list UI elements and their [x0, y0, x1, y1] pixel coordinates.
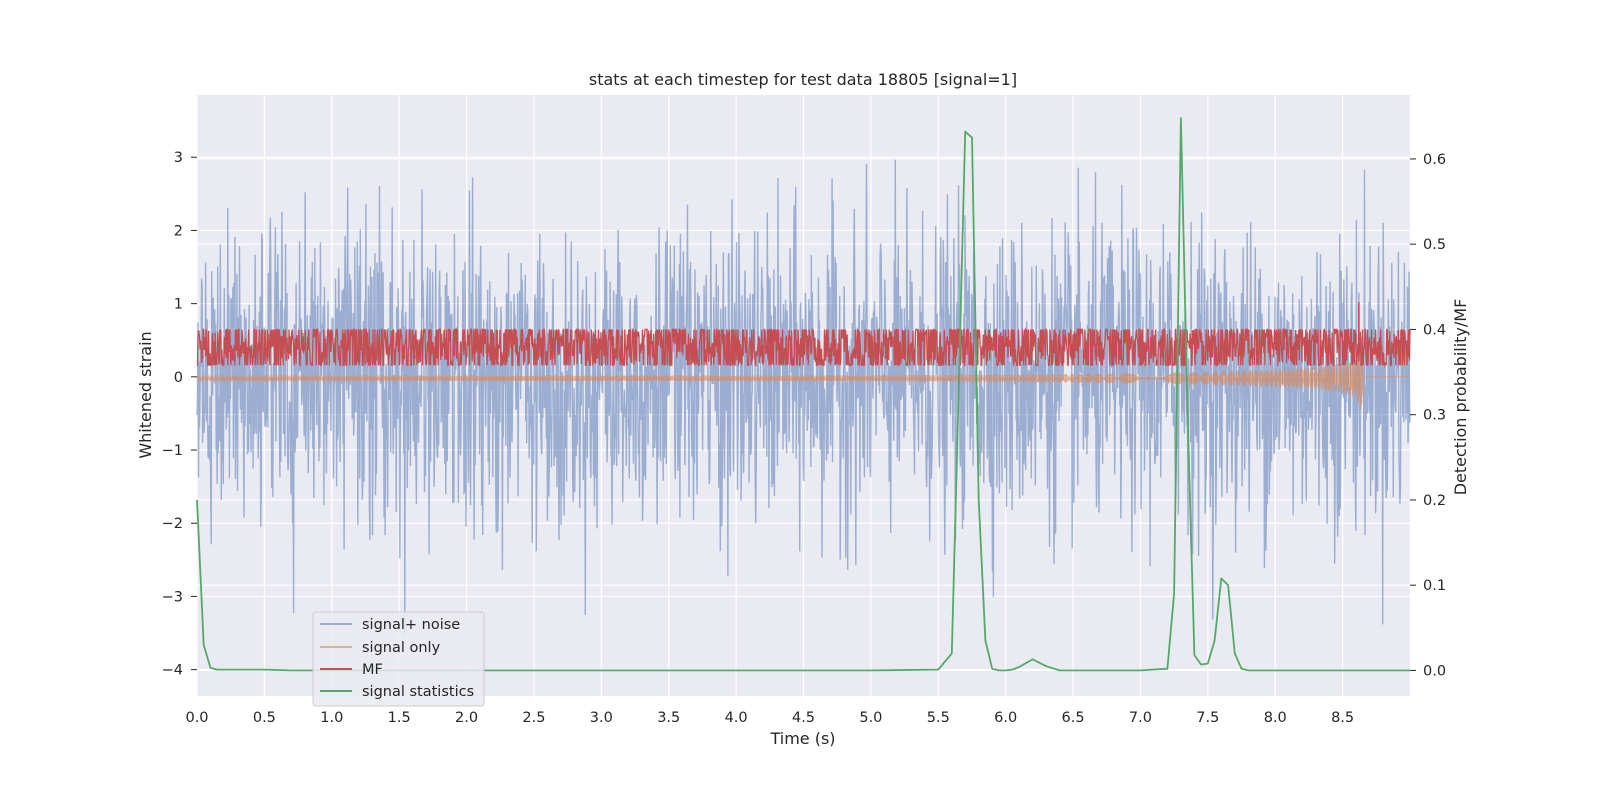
x-axis-label: Time (s) — [769, 729, 835, 748]
x-tick-label: 6.5 — [1062, 710, 1085, 726]
y2-tick-label: 0.6 — [1423, 152, 1446, 168]
legend-label-signal-noise: signal+ noise — [362, 617, 460, 633]
y2-tick-label: 0.0 — [1423, 663, 1446, 679]
x-tick-label: 4.0 — [725, 710, 748, 726]
chart-title: stats at each timestep for test data 188… — [589, 70, 1017, 89]
x-tick-label: 0.5 — [253, 710, 276, 726]
series-signal-noise — [196, 159, 1411, 637]
y-axis-label: Whitened strain — [136, 331, 155, 458]
x-tick-label: 8.0 — [1264, 710, 1287, 726]
y2-axis-label: Detection probability/MF — [1451, 299, 1470, 496]
y2-tick-label: 0.4 — [1423, 322, 1446, 338]
legend: signal+ noise signal only MF signal stat… — [312, 611, 485, 707]
y-tick-label: −3 — [162, 589, 183, 605]
x-tick-label: 2.0 — [455, 710, 478, 726]
legend-frame — [312, 611, 485, 707]
legend-label-signal-only: signal only — [362, 640, 441, 656]
x-tick-label: 1.0 — [320, 710, 343, 726]
y2-tick-label: 0.3 — [1423, 408, 1446, 424]
x-tick-label: 7.5 — [1196, 710, 1219, 726]
x-axis-ticks: 0.0 0.5 1.0 1.5 2.0 2.5 3.0 3.5 4.0 4.5 5.0 5.5 6.0 6… — [185, 710, 1354, 726]
x-tick-label: 1.5 — [388, 710, 411, 726]
y-tick-label: 2 — [174, 223, 183, 239]
x-tick-label: 5.5 — [927, 710, 950, 726]
series-signal-only — [196, 346, 1410, 410]
y-tick-label: 0 — [174, 370, 183, 386]
legend-label-signal-statistics: signal statistics — [362, 684, 474, 700]
y-tick-label: −2 — [162, 516, 183, 532]
y-axis-ticks: 3 2 1 0 −1 −2 −3 −4 — [162, 150, 197, 679]
y2-tick-label: 0.1 — [1423, 578, 1446, 594]
x-tick-label: 4.5 — [792, 710, 815, 726]
x-tick-label: 3.5 — [657, 710, 680, 726]
x-tick-label: 0.0 — [185, 710, 208, 726]
y2-tick-label: 0.5 — [1423, 237, 1446, 253]
y2-axis-ticks: 0.6 0.5 0.4 0.3 0.2 0.1 0.0 — [1410, 152, 1446, 679]
x-tick-label: 3.0 — [590, 710, 613, 726]
y2-tick-label: 0.2 — [1423, 493, 1446, 509]
x-tick-label: 2.5 — [522, 710, 545, 726]
y-tick-label: −4 — [162, 663, 183, 679]
y-tick-label: −1 — [162, 443, 183, 459]
legend-label-mf: MF — [362, 662, 383, 678]
y-tick-label: 3 — [174, 150, 183, 166]
x-tick-label: 5.0 — [859, 710, 882, 726]
y-tick-label: 1 — [174, 297, 183, 313]
x-tick-label: 6.0 — [994, 710, 1017, 726]
series-mf — [196, 327, 1411, 368]
x-tick-label: 7.0 — [1129, 710, 1152, 726]
x-tick-label: 8.5 — [1331, 710, 1354, 726]
